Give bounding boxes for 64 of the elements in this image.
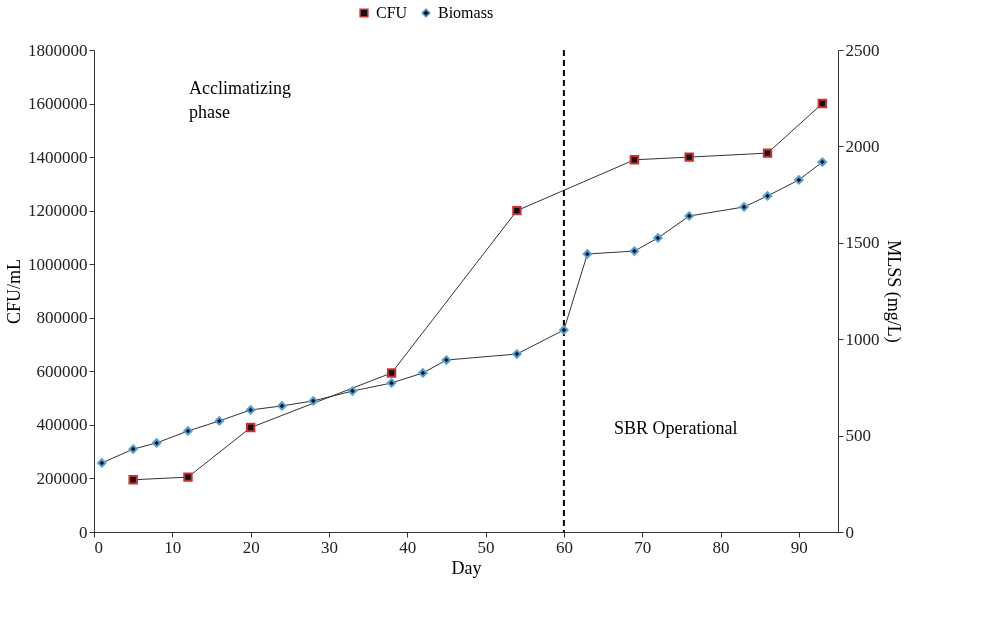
x-tick-label: 80: [712, 537, 730, 557]
y-tick-label: 1200000: [28, 201, 88, 221]
x-axis-title: Day: [451, 557, 482, 578]
point: [684, 211, 694, 221]
point: [739, 202, 749, 212]
point: [653, 233, 663, 243]
point: [794, 175, 804, 185]
point: [762, 191, 773, 201]
point: [245, 422, 256, 433]
point: [277, 401, 287, 411]
point: [128, 475, 138, 485]
y-tick-label: 200000: [36, 468, 88, 488]
point: [183, 426, 193, 436]
point: [441, 355, 452, 365]
x-tick-label: 30: [320, 537, 338, 557]
point: [559, 325, 569, 335]
y2-tick-label: 2500: [845, 40, 880, 60]
point: [629, 155, 640, 165]
annotation: Acclimatizing phase: [189, 78, 291, 122]
point: [151, 438, 162, 448]
x-tick-label: 10: [164, 537, 182, 557]
point: [128, 444, 138, 454]
y2-tick-label: 500: [845, 426, 871, 446]
point: [817, 157, 828, 167]
point: [629, 246, 640, 256]
y2-tick-label: 0: [845, 522, 854, 542]
y2-tick-label: 1500: [845, 233, 880, 253]
x-tick-label: 50: [477, 537, 495, 557]
point: [512, 205, 522, 216]
legend-label: CFU: [376, 4, 408, 21]
y2-tick-label: 2000: [845, 136, 880, 156]
x-tick-label: 40: [399, 537, 417, 557]
x-tick-label: 0: [94, 537, 103, 557]
y-axis-title: CFU/mL: [4, 258, 24, 325]
point: [183, 472, 193, 482]
point: [512, 349, 522, 359]
x-tick-label: 90: [790, 537, 808, 557]
y2-axis-title: MLSS (mg/L): [882, 240, 904, 343]
point: [214, 416, 225, 426]
y-tick-label: 400000: [36, 415, 88, 435]
y-tick-label: 0: [79, 522, 88, 542]
point: [386, 368, 397, 378]
point: [418, 368, 428, 378]
point: [582, 249, 593, 259]
x-tick-label: 20: [242, 537, 260, 557]
y-tick-label: 1000000: [28, 254, 88, 274]
x-tick-label: 70: [634, 537, 652, 557]
y-tick-label: 1600000: [28, 94, 88, 114]
point: [308, 396, 318, 406]
annotation: SBR Operational: [614, 418, 738, 438]
y-tick-label: 600000: [36, 361, 88, 381]
y-tick-label: 1400000: [28, 147, 88, 167]
point: [762, 148, 773, 158]
legend-label: Biomass: [438, 4, 494, 21]
point: [245, 405, 256, 415]
y2-tick-label: 1000: [845, 329, 880, 349]
point: [347, 386, 358, 396]
y-tick-label: 800000: [36, 308, 88, 328]
point: [386, 378, 397, 388]
point: [684, 152, 694, 162]
y-tick-label: 1800000: [28, 40, 88, 60]
point: [97, 458, 107, 468]
point: [817, 98, 828, 109]
x-tick-label: 60: [555, 537, 573, 557]
